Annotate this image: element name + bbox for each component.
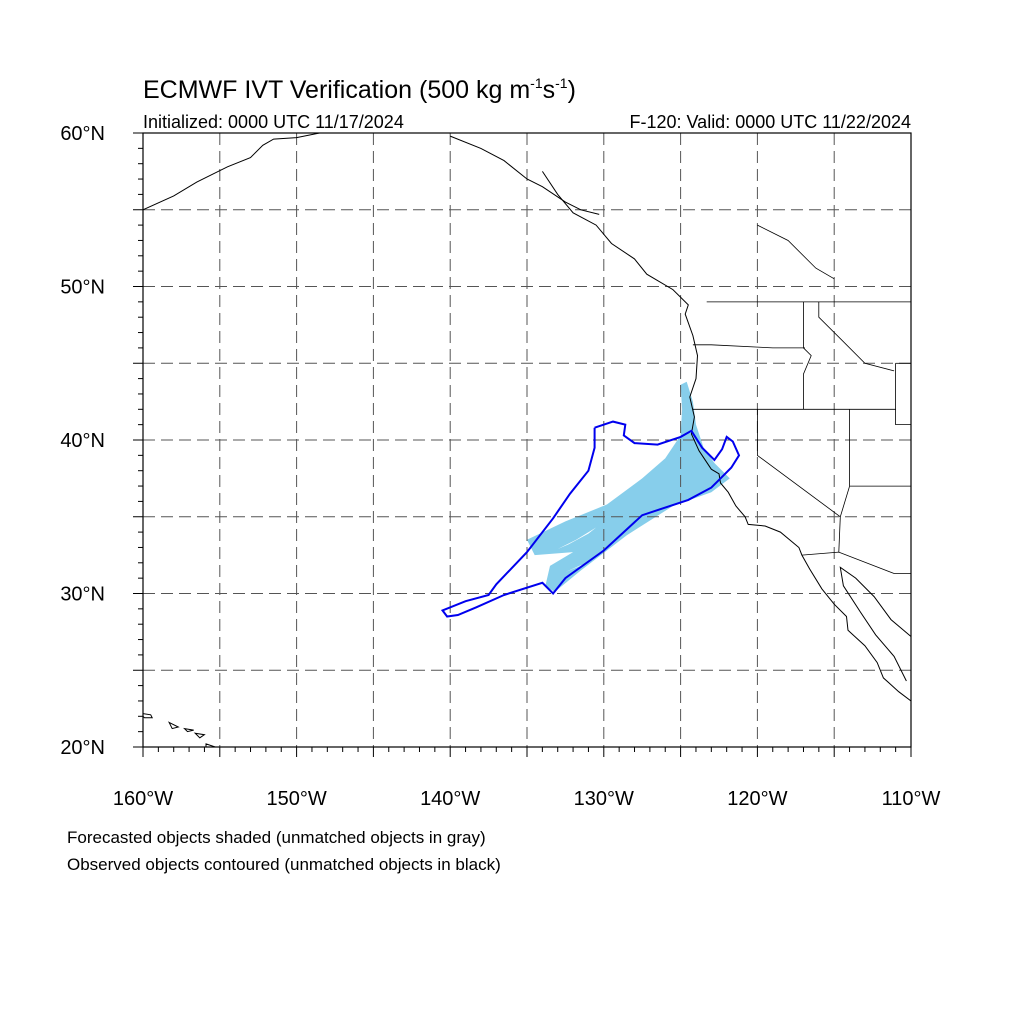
lon-tick-label: 130°W [574,788,634,810]
lon-tick-label: 140°W [420,788,480,810]
hawaii-island-3 [193,732,206,739]
footnote-observed: Observed objects contoured (unmatched ob… [67,855,501,874]
lat-tick-label: 60°N [60,123,105,145]
political-border-4 [801,551,911,574]
river-line [757,224,835,280]
valid-label: F-120: Valid: 0000 UTC 11/22/2024 [629,112,911,132]
figure-title: ECMWF IVT Verification (500 kg m-1s-1) [143,75,576,104]
observed-object-contour [440,420,741,618]
lon-tick-label: 110°W [882,788,941,810]
forecast-object [527,381,730,592]
map-content [143,133,911,747]
lon-tick-label: 150°W [266,788,326,810]
lon-tick-label: 120°W [727,788,787,810]
political-border-8 [895,363,911,426]
lon-tick-label: 160°W [113,788,173,810]
hawaii-island-2 [183,727,194,733]
hawaii-island-0 [143,713,154,719]
coastline-se-alaska [450,135,600,215]
lat-tick-label: 30°N [60,584,105,606]
footnote-forecast: Forecasted objects shaded (unmatched obj… [67,828,486,847]
hawaii-island-1 [167,721,180,730]
political-border-6 [838,409,850,553]
lat-tick-label: 40°N [60,430,105,452]
initialized-label: Initialized: 0000 UTC 11/17/2024 [143,112,404,132]
lat-tick-label: 20°N [60,737,105,759]
political-border-1 [692,344,805,349]
political-border-3 [757,409,841,518]
coastline-alaska [143,133,320,211]
lat-tick-label: 50°N [60,277,105,299]
map-panel: 160°W 150°W 140°W 130°W 120°W 110°W 60°N 50°N 40… [60,123,940,810]
political-border-5 [803,301,812,410]
political-border-10 [818,301,895,372]
coastline-gulf [839,566,911,682]
